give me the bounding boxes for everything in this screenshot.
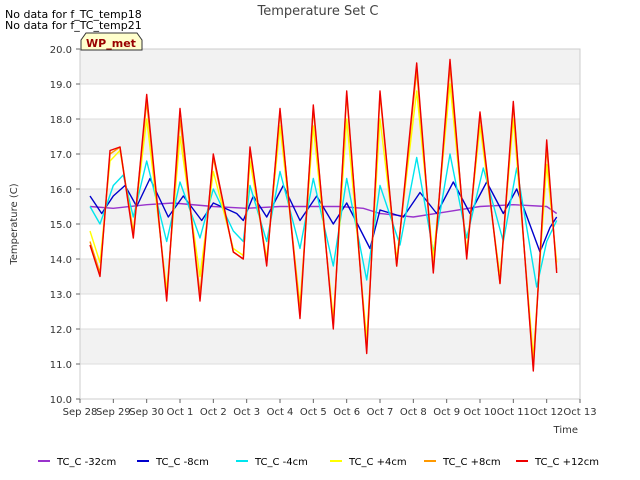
x-tick-label: Oct 5 <box>300 407 327 418</box>
x-tick-label: Oct 11 <box>497 407 530 418</box>
y-tick-label: 16.0 <box>50 185 72 196</box>
station-label: WP_met <box>86 37 136 50</box>
grid-band <box>80 329 580 364</box>
legend-label: TC_C -8cm <box>155 457 209 468</box>
legend-label: TC_C +8cm <box>442 457 501 468</box>
y-tick-label: 10.0 <box>50 395 72 406</box>
y-tick-label: 13.0 <box>50 290 72 301</box>
x-tick-label: Oct 12 <box>530 407 563 418</box>
x-tick-label: Oct 4 <box>267 407 294 418</box>
legend-label: TC_C +4cm <box>348 457 407 468</box>
note-line-1: No data for f_TC_temp18 <box>5 8 142 21</box>
series-lines <box>89 58 558 372</box>
x-tick-label: Oct 7 <box>367 407 394 418</box>
alternating-bands <box>80 49 580 364</box>
x-tick-label: Oct 2 <box>200 407 227 418</box>
plot-area <box>79 48 581 400</box>
grid-band <box>80 119 580 154</box>
x-tick-label: Oct 10 <box>463 407 496 418</box>
y-tick-label: 11.0 <box>50 360 72 371</box>
x-axis-label: Time <box>553 425 578 436</box>
x-tick-label: Oct 6 <box>333 407 360 418</box>
y-tick-label: 12.0 <box>50 325 72 336</box>
station-label-box: WP_met <box>80 32 143 51</box>
x-tick-label: Oct 3 <box>233 407 260 418</box>
x-tick-label: Sep 28 <box>63 407 98 418</box>
chart-title: Temperature Set C <box>256 4 378 19</box>
y-tick-label: 18.0 <box>50 115 72 126</box>
y-tick-label: 14.0 <box>50 255 72 266</box>
x-tick-label: Sep 30 <box>129 407 164 418</box>
grid-band <box>80 49 580 84</box>
x-tick-label: Oct 1 <box>167 407 194 418</box>
series-line-5 <box>89 58 558 372</box>
legend-label: TC_C +12cm <box>534 457 599 468</box>
y-tick-label: 19.0 <box>50 80 72 91</box>
y-axis-ticks: 10.0 11.0 12.0 13.0 14.0 15.0 16.0 17.0 18.0 19.0… <box>50 45 80 406</box>
y-tick-label: 15.0 <box>50 220 72 231</box>
legend-label: TC_C -4cm <box>254 457 308 468</box>
x-tick-label: Oct 8 <box>400 407 427 418</box>
y-axis-label: Temperature (C) <box>9 183 20 265</box>
y-tick-label: 17.0 <box>50 150 72 161</box>
y-tick-label: 20.0 <box>50 45 72 56</box>
x-tick-label: Oct 9 <box>433 407 460 418</box>
x-tick-label: Sep 29 <box>96 407 131 418</box>
note-line-2: No data for f_TC_temp21 <box>5 19 142 32</box>
legend-label: TC_C -32cm <box>56 457 116 468</box>
x-tick-label: Oct 13 <box>563 407 596 418</box>
legend: TC_C -32cm TC_C -8cm TC_C -4cm TC_C +4cm TC_… <box>38 457 599 468</box>
